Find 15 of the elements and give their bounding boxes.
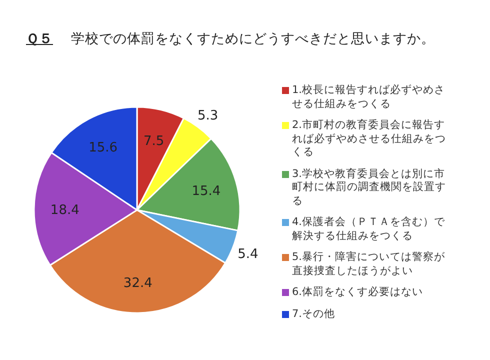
data-label: 7.5 [143, 134, 164, 149]
legend-label: 6.体罰をなくす必要はない [292, 286, 424, 300]
legend-label: 3.学校や教育委員会とは別に市町村に体罰の調査機関を設置する [292, 168, 447, 208]
data-label: 15.6 [88, 140, 118, 156]
data-label: 32.4 [123, 276, 152, 292]
legend-label: 4.保護者会（ＰＴＡを含む）で解決する仕組みをつくる [292, 216, 446, 243]
legend-label: 7.その他 [292, 308, 336, 321]
data-label: 5.3 [198, 108, 218, 124]
data-label: 15.4 [192, 184, 221, 199]
legend-label: 1.校長に報告すれば必ずやめさせる仕組みをつくる [292, 84, 446, 111]
chart-title: Ｑ５ 学校での体罰をなくすためにどうすべきだと思いますか。 [26, 31, 435, 47]
legend-label: 2.市町村の教育委員会に報告すれば必ずやめさせる仕組みをつくる [292, 119, 447, 160]
data-label: 5.4 [238, 247, 258, 262]
legend-label: 5.暴行・障害については警察が直接捜査したほうがよい [292, 251, 446, 278]
data-label: 18.4 [50, 203, 80, 218]
